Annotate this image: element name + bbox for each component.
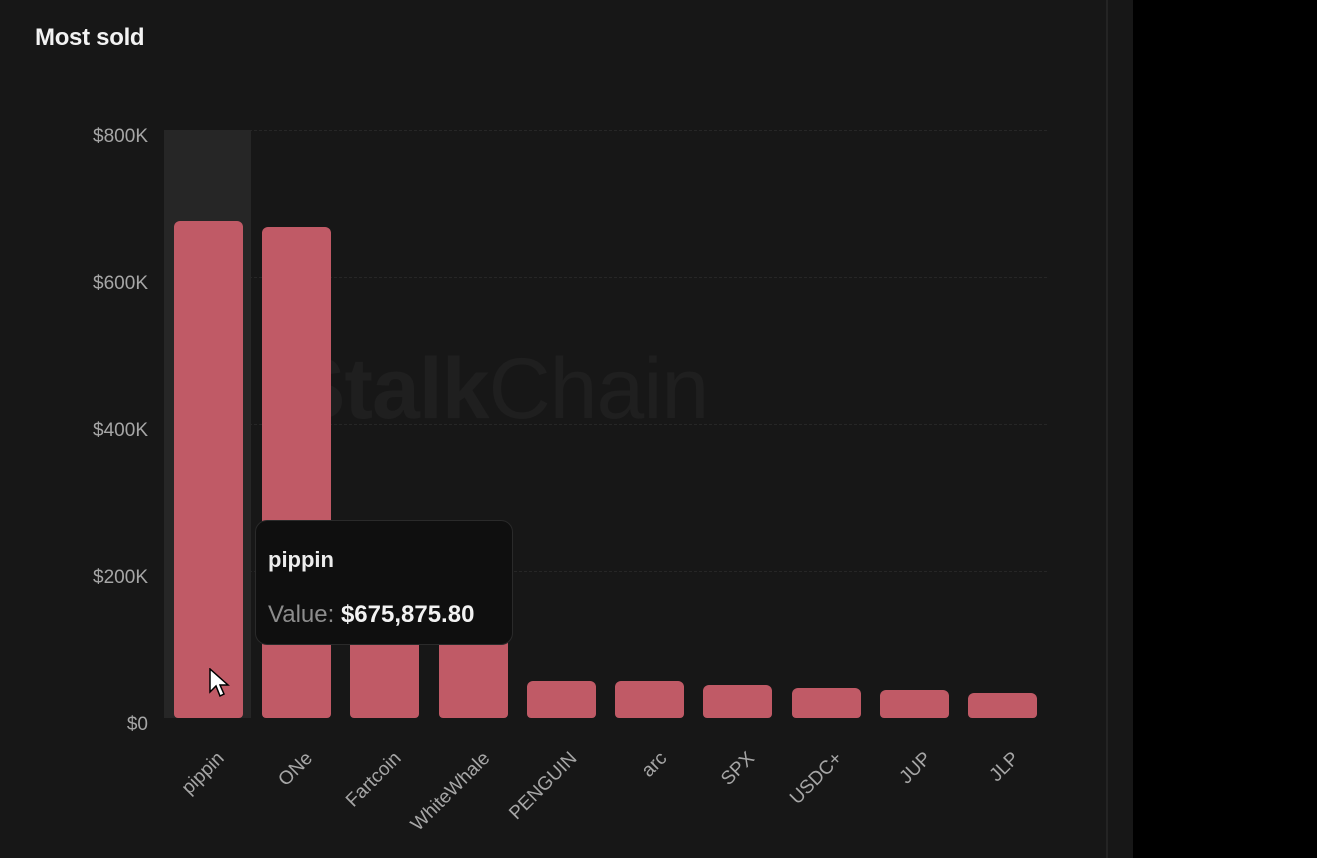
gridline	[164, 130, 1047, 131]
gridline	[164, 424, 1047, 425]
x-axis-tick-label: USDC+	[786, 748, 848, 809]
watermark-regular: Chain	[488, 341, 710, 437]
x-axis-tick-label: pippin	[177, 748, 229, 799]
bar-jlp[interactable]	[968, 693, 1038, 718]
tooltip-title: pippin	[268, 547, 334, 572]
y-axis-tick-label: $200K	[93, 567, 148, 588]
x-axis-tick-label: PENGUIN	[505, 748, 582, 825]
most-sold-bar-chart: StalkChain $800K $600K $400K $200K $0 pippin O…	[93, 126, 1047, 836]
x-axis-tick-label: ONe	[274, 748, 318, 791]
most-sold-panel: Most sold StalkChain $800K $600K $400K $200…	[0, 0, 1133, 858]
bar-arc[interactable]	[615, 681, 685, 718]
x-axis-tick-label: SPX	[717, 748, 759, 790]
tooltip-value: $675,875.80	[340, 601, 475, 628]
bar-jup[interactable]	[880, 690, 950, 718]
gridline	[164, 277, 1047, 278]
y-axis-tick-label: $600K	[93, 273, 148, 294]
x-axis-tick-label: JUP	[895, 748, 936, 789]
chart-tooltip: pippin Value: $675,875.80	[255, 520, 513, 645]
bar-penguin[interactable]	[526, 681, 596, 718]
tooltip-value-row: Value: $675,875.80	[268, 601, 474, 629]
y-axis-tick-label: $800K	[93, 126, 148, 147]
gridline	[164, 571, 1047, 572]
panel-divider	[1106, 0, 1108, 858]
x-axis-tick-label: JLP	[985, 748, 1024, 787]
tooltip-label: Value:	[268, 601, 335, 628]
y-axis-tick-label: $400K	[93, 420, 148, 441]
x-axis-tick-label: Fartcoin	[341, 748, 406, 812]
y-axis-tick-label: $0	[126, 714, 148, 735]
bar-pippin[interactable]	[173, 221, 243, 718]
x-axis-tick-label: arc	[637, 748, 671, 782]
mouse-cursor-icon	[209, 668, 230, 698]
bar-usdc-[interactable]	[791, 687, 861, 718]
x-axis-tick-label: WhiteWhale	[407, 748, 495, 836]
panel-title: Most sold	[35, 24, 145, 51]
bar-spx[interactable]	[703, 684, 773, 718]
